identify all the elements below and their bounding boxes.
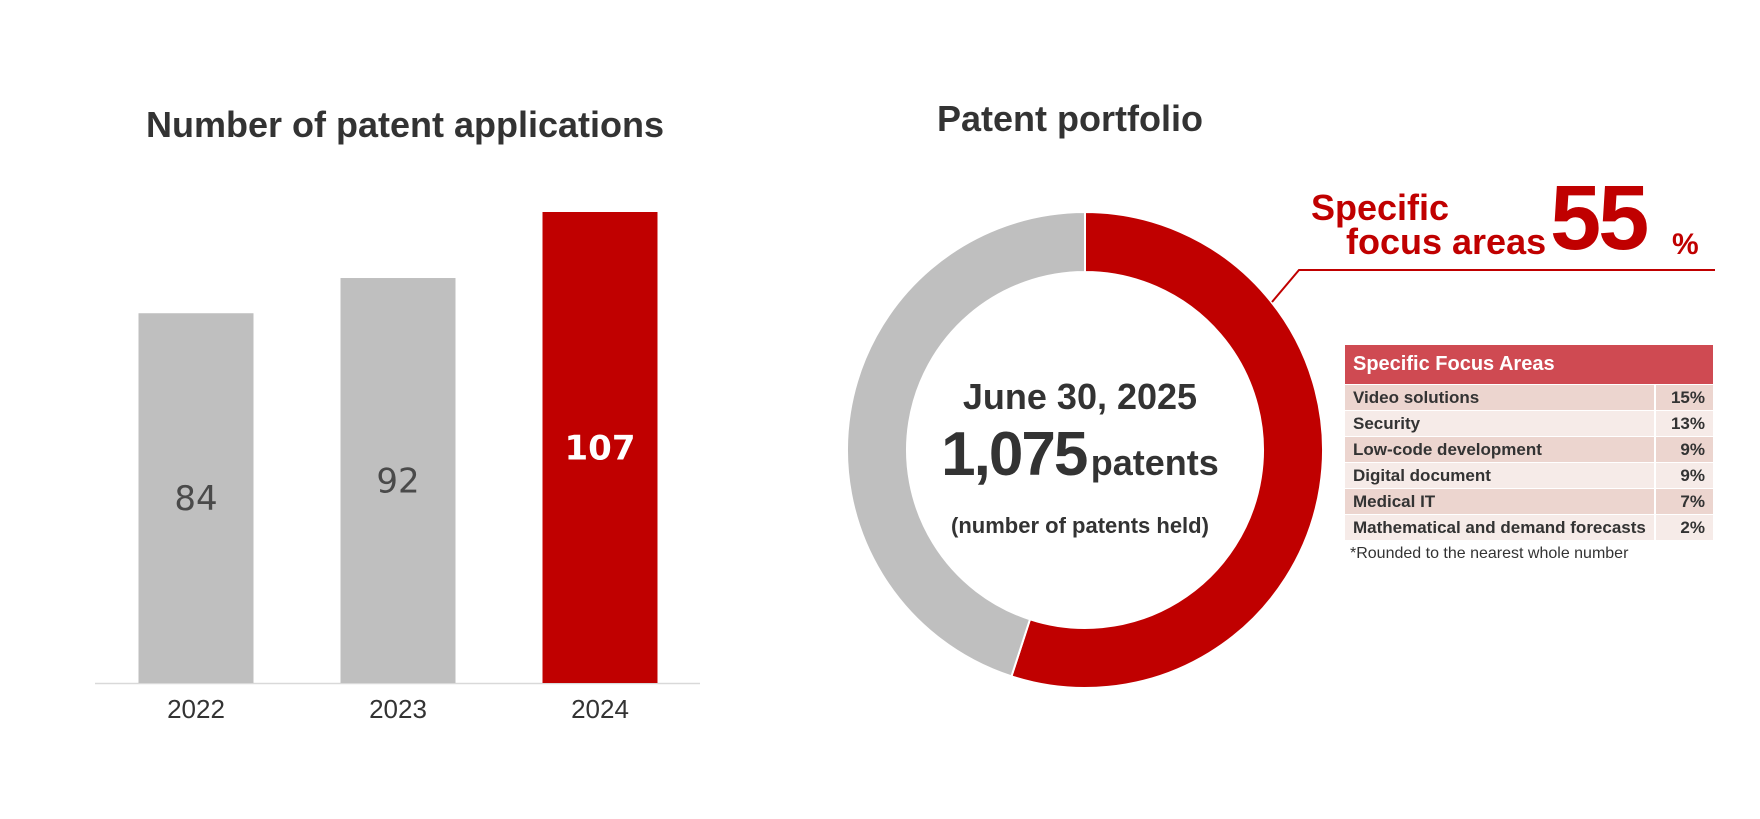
x-tick-label: 2023: [369, 694, 427, 724]
table-row: Medical IT 7%: [1345, 488, 1713, 515]
focus-area-percent: 15%: [1653, 384, 1713, 411]
portfolio-date: June 30, 2025: [962, 376, 1198, 417]
focus-callout-label-1: Specific: [1311, 187, 1450, 228]
focus-table-header-row: Specific Focus Areas: [1345, 345, 1713, 385]
callout-leader-line: [1271, 269, 1715, 303]
table-row: Low-code development 9%: [1345, 436, 1713, 463]
bar-value-label: 107: [565, 429, 636, 469]
bar-chart: 84 2022 92 2023 107 2024: [95, 212, 700, 724]
x-tick-label: 2024: [571, 694, 629, 724]
table-footnote: *Rounded to the nearest whole number: [1350, 545, 1629, 562]
donut-center-label: June 30, 2025 1,075 patents (number of p…: [910, 375, 1250, 539]
table-row: Digital document 9%: [1345, 462, 1713, 489]
focus-area-percent: 7%: [1653, 488, 1713, 515]
table-row: Video solutions 15%: [1345, 384, 1713, 411]
bar-value-label: 92: [376, 462, 419, 502]
bar-2022: [138, 313, 254, 683]
donut-chart-title: Patent portfolio: [937, 98, 1203, 139]
bar-2023: [340, 278, 456, 683]
focus-area-percent: 9%: [1653, 462, 1713, 489]
table-row: Security 13%: [1345, 410, 1713, 437]
focus-area-percent: 9%: [1653, 436, 1713, 463]
portfolio-unit: patents: [1090, 442, 1219, 483]
bar-2024: [542, 212, 658, 683]
focus-table-header: Specific Focus Areas: [1345, 345, 1713, 385]
focus-callout-label-2: focus areas: [1346, 221, 1547, 262]
focus-area-name: Medical IT: [1345, 488, 1655, 515]
focus-area-name: Low-code development: [1345, 436, 1655, 463]
focus-area-percent: 2%: [1653, 514, 1713, 540]
focus-area-name: Security: [1345, 410, 1655, 437]
portfolio-note: (number of patents held): [951, 513, 1209, 538]
portfolio-count: 1,075: [941, 420, 1088, 489]
focus-areas-callout: Specific focus areas 55 %: [1300, 172, 1720, 268]
focus-areas-table: Specific Focus Areas Video solutions 15%…: [1345, 345, 1713, 540]
focus-area-name: Video solutions: [1345, 384, 1655, 411]
bar-value-label: 84: [174, 479, 217, 519]
focus-area-percent: 13%: [1653, 410, 1713, 437]
focus-area-name: Digital document: [1345, 462, 1655, 489]
portfolio-count-row: 1,075 patents: [910, 419, 1250, 507]
bar-chart-title: Number of patent applications: [145, 104, 665, 145]
x-tick-label: 2022: [167, 694, 225, 724]
table-row: Mathematical and demand forecasts 2%: [1345, 514, 1713, 540]
focus-area-name: Mathematical and demand forecasts: [1345, 514, 1655, 540]
focus-callout-value: 55: [1550, 167, 1649, 269]
focus-callout-unit: %: [1672, 228, 1699, 261]
